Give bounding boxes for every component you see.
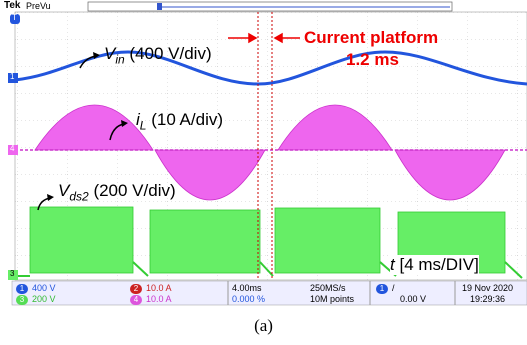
ch-marker: 3 (10, 269, 14, 278)
ch-marker: 4 (10, 144, 14, 153)
ch-scale: 200 V (32, 294, 56, 304)
trigger-marker: T (12, 13, 17, 22)
timebase: 4.00ms (232, 283, 262, 293)
position: 0.000 % (232, 294, 265, 304)
platform-title: Current platform (304, 28, 438, 48)
date: 19 Nov 2020 (462, 283, 513, 293)
ch-scale: 10.0 A (146, 294, 172, 304)
caption: (a) (0, 316, 527, 336)
vds2-label: Vds2 (200 V/div) (58, 181, 176, 203)
subscript: L (140, 118, 147, 132)
ch-marker: 1 (10, 72, 14, 81)
trigger-channel: 1 (376, 284, 388, 294)
ch-status: 4 10.0 A (130, 294, 172, 305)
symbol: t (390, 255, 395, 274)
ch-status: 3 200 V (16, 294, 56, 305)
scale: (400 V/div) (129, 44, 211, 63)
il-label: iL (10 A/div) (136, 110, 223, 132)
mode: PreVu (26, 1, 51, 11)
ch-id: 4 (130, 295, 142, 305)
ch-id: 2 (130, 284, 142, 294)
platform-duration: 1.2 ms (346, 50, 399, 70)
ch-id: 1 (16, 284, 28, 294)
vin-label: Vin (400 V/div) (104, 44, 212, 66)
subscript: ds2 (69, 189, 88, 203)
brand: Tek (4, 0, 21, 11)
record-length: 10M points (310, 294, 354, 304)
scale: (200 V/div) (93, 181, 175, 200)
ch-status: 1 400 V (16, 283, 56, 294)
ch-scale: 400 V (32, 283, 56, 293)
symbol: V (58, 181, 69, 200)
trigger-level: 0.00 V (400, 294, 426, 304)
ch-id: 3 (16, 295, 28, 305)
scale: (10 A/div) (151, 110, 223, 129)
trigger-slope: / (392, 283, 395, 293)
subscript: in (115, 52, 124, 66)
trigger: 1/ (376, 283, 395, 294)
time-label: t [4 ms/DIV] (390, 255, 479, 275)
ch-status: 2 10.0 A (130, 283, 172, 294)
ch-scale: 10.0 A (146, 283, 172, 293)
page: Tek PreVu T 1 4 3 Vin (400 V/div) iL (10… (0, 0, 527, 345)
sample-rate: 250MS/s (310, 283, 346, 293)
symbol: V (104, 44, 115, 63)
scale: [4 ms/DIV] (399, 255, 478, 274)
time: 19:29:36 (470, 294, 505, 304)
